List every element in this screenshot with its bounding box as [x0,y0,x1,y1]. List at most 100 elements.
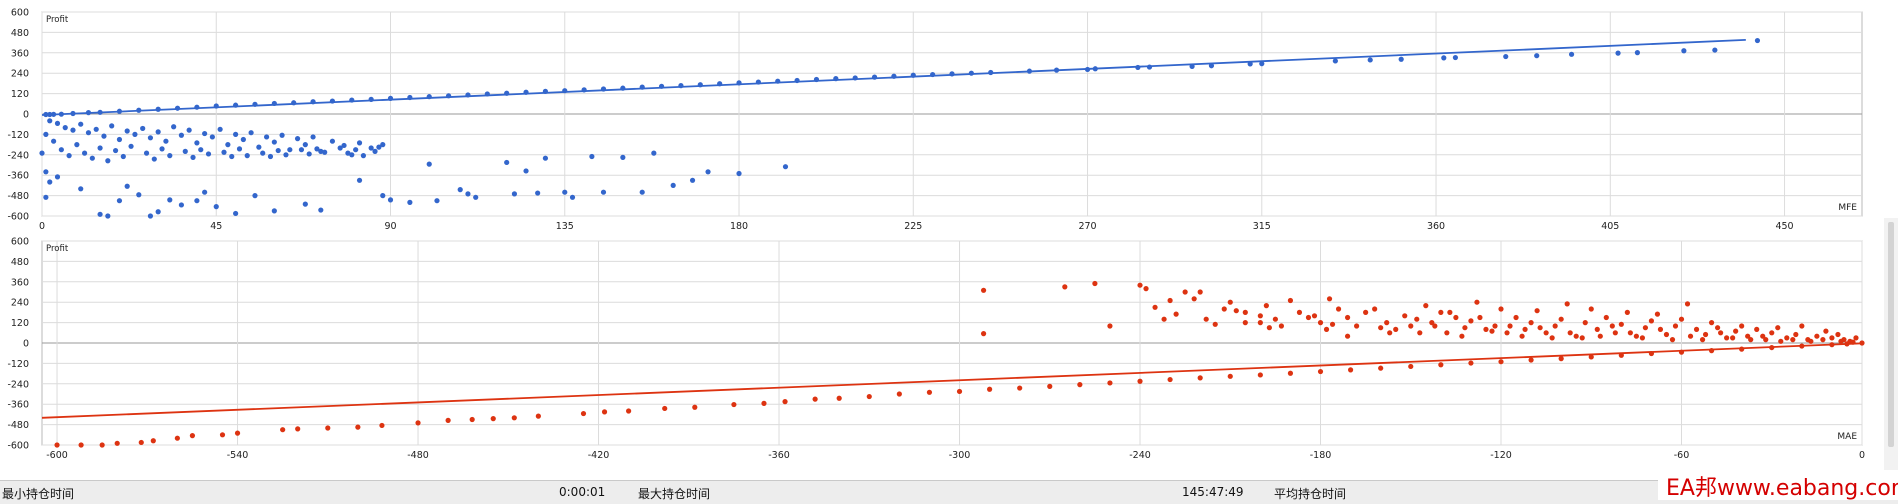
x-tick-label: 90 [384,221,396,232]
y-tick-label: 360 [11,48,29,59]
data-point [213,204,219,210]
data-point [1588,354,1594,360]
x-tick-label: -360 [768,450,790,461]
data-point [426,161,432,167]
data-point [670,182,676,188]
data-point [1182,289,1188,295]
data-point [1552,323,1558,329]
data-point [147,135,154,141]
data-point [956,388,963,395]
avg-hold-time-label: 平均持仓时间 [1274,487,1347,501]
data-point [97,109,103,115]
x-tick-label: -300 [949,450,971,461]
data-point [1769,330,1775,336]
data-point [1423,303,1429,309]
data-point [105,213,111,219]
y-tick-label: -600 [7,441,29,452]
data-point [415,420,421,426]
data-point [1699,337,1706,343]
data-point [194,198,200,204]
data-point [1730,335,1736,341]
data-point [234,430,241,436]
y-tick-label: -360 [7,400,29,411]
data-point [1335,306,1342,312]
x-axis-label: MFE [1838,203,1857,213]
data-point [345,150,351,156]
data-point [1663,331,1670,338]
data-point [600,189,607,195]
data-point [387,95,394,101]
data-point [174,435,180,441]
data-point [380,193,386,199]
data-point [1227,373,1233,379]
data-point [1084,66,1091,73]
data-point [1498,306,1504,312]
data-point [186,127,192,133]
x-tick-label: 135 [556,221,574,232]
data-point [271,139,277,145]
data-point [1203,316,1209,322]
data-point [891,73,897,79]
x-tick-label: -180 [1310,450,1332,461]
data-point [1820,337,1826,343]
watermark: EA邦www.eabang.com [1658,470,1898,501]
data-point [736,170,742,177]
data-point [1739,323,1745,329]
data-point [62,125,68,131]
data-point [74,142,80,148]
data-point [372,148,378,154]
data-point [1609,323,1615,329]
data-point [658,83,665,89]
data-point [256,144,262,150]
data-point [1143,286,1149,292]
data-point [1718,330,1724,336]
data-point [1429,320,1435,326]
data-point [1344,314,1351,321]
data-point [174,105,181,111]
data-point [1459,333,1465,339]
data-point [97,145,103,151]
data-point [600,86,607,92]
data-point [1513,314,1519,321]
y-axis-label: Profit [46,244,69,254]
data-point [155,129,161,135]
data-point [1393,326,1399,332]
vertical-scrollbar-thumb[interactable] [1888,222,1894,447]
data-point [852,75,858,81]
data-point [51,138,57,144]
data-point [54,442,60,448]
data-point [295,426,301,432]
data-point [1568,51,1575,57]
data-point [1257,320,1263,326]
x-tick-label: 315 [1253,221,1271,232]
data-point [1452,54,1459,61]
data-point [1323,326,1330,332]
data-point [1305,314,1312,321]
data-point [926,389,933,395]
data-point [542,88,549,94]
data-point [639,189,645,195]
data-point [1507,323,1513,329]
data-point [1387,330,1393,336]
data-point [1062,284,1068,290]
data-point [47,111,53,118]
data-point [1582,320,1588,326]
x-tick-label: -60 [1674,450,1690,461]
data-point [43,131,49,137]
y-tick-label: 360 [11,277,29,288]
data-point [178,132,185,138]
data-point [349,97,355,103]
data-point [1522,326,1528,332]
data-point [356,177,363,183]
data-point [910,72,916,78]
data-point [205,151,212,157]
data-point [813,76,820,83]
data-point [132,131,138,137]
data-point [1654,311,1661,317]
data-point [426,94,432,100]
data-point [39,150,45,156]
data-point [1242,320,1248,326]
data-point [329,98,336,104]
data-point [368,96,374,102]
